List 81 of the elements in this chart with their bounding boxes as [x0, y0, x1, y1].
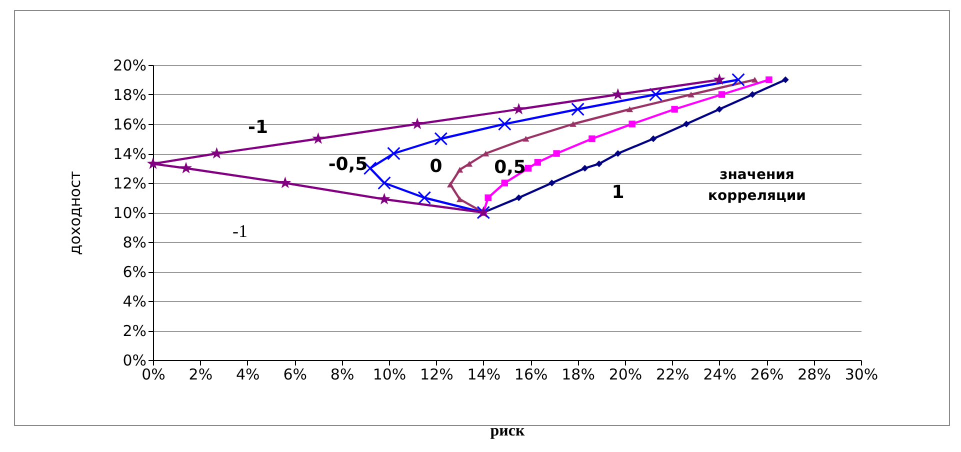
series-label: 0	[430, 156, 442, 177]
point	[548, 180, 556, 186]
y-tick-label: 16%	[113, 116, 146, 134]
point	[718, 91, 726, 98]
x-tick-label: 14%	[467, 366, 501, 384]
point	[649, 88, 662, 102]
y-tick-label: 10%	[113, 204, 146, 222]
x-tick-label: 22%	[656, 366, 690, 384]
point	[378, 192, 390, 204]
y-tick-label: 8%	[122, 234, 146, 252]
series-label: -1	[248, 117, 268, 138]
x-tick-label: 26%	[750, 366, 784, 384]
series-label: 1	[612, 182, 624, 203]
point	[466, 160, 473, 167]
point	[683, 120, 690, 128]
point	[180, 162, 192, 174]
x-tick-label: 24%	[703, 366, 737, 384]
series-label: 0,5	[494, 157, 526, 178]
x-tick-label: 20%	[608, 366, 642, 384]
point	[524, 164, 532, 172]
y-tick-label: 18%	[113, 86, 146, 104]
y-tick-label: 2%	[122, 322, 146, 340]
point	[732, 73, 745, 86]
point	[312, 132, 324, 144]
x-tick-label: 16%	[514, 366, 548, 384]
point	[279, 176, 292, 188]
point	[456, 166, 464, 173]
point	[482, 150, 490, 156]
point	[484, 194, 492, 202]
x-tick-label: 4%	[236, 366, 260, 384]
point	[522, 136, 530, 142]
point	[378, 176, 391, 190]
x-axis-title: риск	[490, 422, 526, 440]
x-tick-label: 8%	[330, 366, 354, 384]
point	[387, 146, 400, 160]
point	[512, 102, 525, 114]
point	[628, 120, 636, 128]
point	[553, 150, 560, 157]
y-tick-label: 12%	[113, 174, 146, 192]
point	[447, 182, 454, 188]
y-tick-label: 4%	[122, 292, 146, 310]
point	[650, 135, 657, 142]
x-tick-label: 10%	[372, 366, 406, 384]
point	[515, 194, 522, 202]
point	[571, 102, 584, 116]
point	[146, 158, 160, 169]
point	[749, 91, 756, 98]
point	[501, 180, 508, 186]
point	[596, 160, 602, 168]
point	[612, 88, 624, 100]
x-tick-label: 6%	[283, 366, 307, 384]
point	[588, 135, 596, 142]
point	[614, 150, 622, 157]
y-tick-label: 6%	[122, 263, 146, 281]
x-tick-label: 12%	[420, 366, 454, 384]
point	[456, 196, 464, 202]
point	[582, 164, 588, 172]
annotation: значения корреляции	[708, 167, 806, 204]
point	[434, 132, 448, 146]
point	[713, 73, 726, 85]
point	[570, 121, 576, 127]
point	[498, 117, 512, 131]
x-tick-label: 28%	[798, 366, 831, 384]
x-tick-label: 2%	[188, 366, 213, 384]
y-axis-title: доходност	[66, 170, 84, 255]
annotation: -1	[232, 221, 248, 241]
point	[751, 76, 758, 83]
point	[210, 147, 223, 159]
point	[688, 92, 694, 98]
point	[716, 106, 723, 113]
x-tick-label: 18%	[562, 366, 595, 384]
y-tick-label: 20%	[113, 56, 146, 74]
x-tick-label: 30%	[844, 366, 878, 384]
point	[671, 106, 678, 113]
point	[534, 158, 542, 166]
y-tick-label: 14%	[113, 145, 146, 163]
point	[766, 76, 772, 84]
point	[411, 118, 424, 130]
series-label: -0,5	[328, 154, 368, 175]
point	[626, 106, 634, 112]
point	[782, 76, 789, 84]
